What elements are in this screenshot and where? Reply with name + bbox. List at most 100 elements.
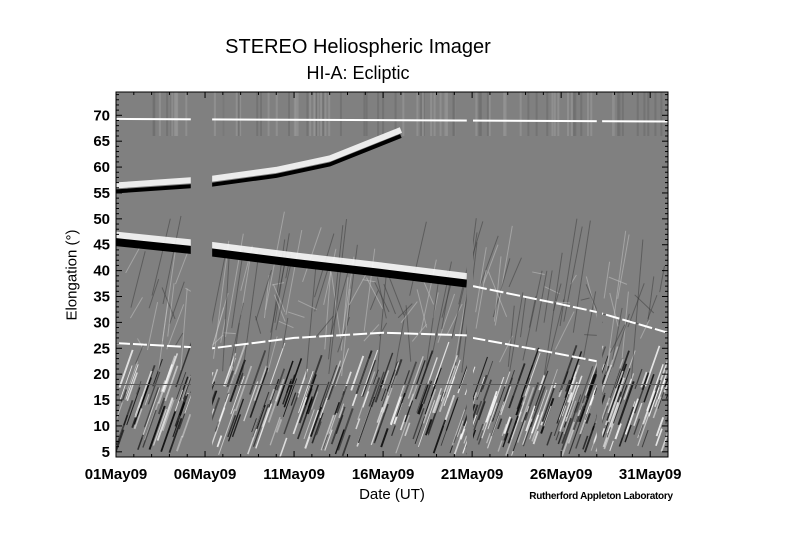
texture-streak xyxy=(528,296,537,328)
texture-streak xyxy=(116,429,125,452)
texture-streak xyxy=(505,411,522,456)
texture-column xyxy=(293,92,296,137)
texture-streak xyxy=(611,307,623,360)
texture-column xyxy=(504,92,507,137)
y-tick-label: 35 xyxy=(93,289,110,306)
texture-streak xyxy=(606,377,623,421)
texture-streak xyxy=(532,430,539,445)
texture-streak xyxy=(157,397,166,415)
texture-streak xyxy=(425,418,433,436)
texture-streak xyxy=(371,371,385,408)
texture-streak xyxy=(305,396,313,415)
texture-streak xyxy=(652,396,662,419)
y-tick-label: 5 xyxy=(102,444,110,461)
texture-column xyxy=(402,92,405,137)
texture-column xyxy=(553,92,556,137)
texture-column xyxy=(339,92,342,137)
texture-streak xyxy=(346,244,358,326)
texture-streak xyxy=(376,270,388,377)
texture-streak xyxy=(374,379,385,403)
texture-column xyxy=(324,92,327,137)
credit-label: Rutherford Appleton Laboratory xyxy=(529,491,673,502)
texture-streak xyxy=(516,420,526,443)
texture-streak xyxy=(133,408,143,430)
texture-streak xyxy=(657,392,665,409)
texture-streak xyxy=(456,420,464,437)
texture-column xyxy=(421,92,424,137)
y-tick-label: 55 xyxy=(93,185,110,202)
texture-streak xyxy=(152,408,167,446)
texture-streak xyxy=(561,401,580,451)
texture-streak xyxy=(584,334,598,336)
texture-column xyxy=(572,92,575,137)
texture-streak xyxy=(341,288,351,377)
texture-column xyxy=(365,92,368,137)
texture-column xyxy=(590,92,593,137)
texture-streak xyxy=(324,429,333,451)
texture-streak xyxy=(397,303,413,319)
texture-streak xyxy=(608,368,621,399)
texture-streak xyxy=(287,311,305,318)
texture-streak xyxy=(616,367,631,403)
texture-streak xyxy=(617,234,630,299)
texture-streak xyxy=(374,281,390,313)
texture-column xyxy=(612,92,615,137)
texture-column xyxy=(185,92,188,137)
texture-streak xyxy=(338,403,345,418)
texture-streak xyxy=(298,370,314,414)
texture-streak xyxy=(512,411,528,452)
texture-streak xyxy=(561,417,572,444)
texture-streak xyxy=(417,379,431,415)
track-halo xyxy=(116,127,403,189)
texture-streak xyxy=(274,384,283,402)
texture-streak xyxy=(480,395,498,439)
texture-streak xyxy=(543,252,563,375)
texture-streak xyxy=(486,401,505,449)
texture-streak xyxy=(588,374,595,390)
texture-streak xyxy=(427,391,444,436)
texture-streak xyxy=(627,283,645,328)
texture-streak xyxy=(161,364,173,392)
texture-streak xyxy=(648,379,661,413)
texture-streak xyxy=(451,409,466,446)
texture-streak xyxy=(249,367,269,418)
texture-streak xyxy=(610,324,626,353)
texture-streak xyxy=(445,379,451,392)
texture-streak xyxy=(572,415,580,431)
texture-streak xyxy=(167,283,175,337)
y-tick-label: 25 xyxy=(93,340,110,357)
texture-streak xyxy=(628,373,635,385)
texture-streak xyxy=(330,272,342,339)
texture-streak xyxy=(304,409,320,449)
texture-streak xyxy=(411,323,427,342)
texture-streak xyxy=(477,422,487,445)
texture-streak xyxy=(396,392,406,417)
texture-column xyxy=(267,92,270,137)
texture-streak xyxy=(181,375,192,401)
texture-column xyxy=(551,92,554,137)
texture-streak xyxy=(355,418,361,430)
texture-streak xyxy=(499,335,513,363)
texture-streak xyxy=(414,416,426,445)
texture-streak xyxy=(227,398,245,442)
texture-streak xyxy=(600,364,613,396)
texture-streak xyxy=(337,408,354,451)
texture-streak xyxy=(582,435,589,450)
texture-streak xyxy=(414,350,434,400)
texture-streak xyxy=(544,286,560,295)
texture-streak xyxy=(515,396,524,416)
texture-column xyxy=(213,92,216,137)
texture-streak xyxy=(374,430,380,441)
texture-streak xyxy=(502,433,509,448)
texture-streak xyxy=(617,381,635,426)
texture-streak xyxy=(424,367,442,415)
texture-streak xyxy=(241,248,260,380)
texture-streak xyxy=(160,380,166,393)
texture-streak xyxy=(380,428,389,448)
texture-streak xyxy=(309,406,322,438)
x-tick-label: 21May09 xyxy=(441,466,504,483)
texture-streak xyxy=(520,386,535,423)
texture-streak xyxy=(316,421,322,436)
texture-streak xyxy=(151,218,171,296)
texture-streak xyxy=(536,384,554,430)
